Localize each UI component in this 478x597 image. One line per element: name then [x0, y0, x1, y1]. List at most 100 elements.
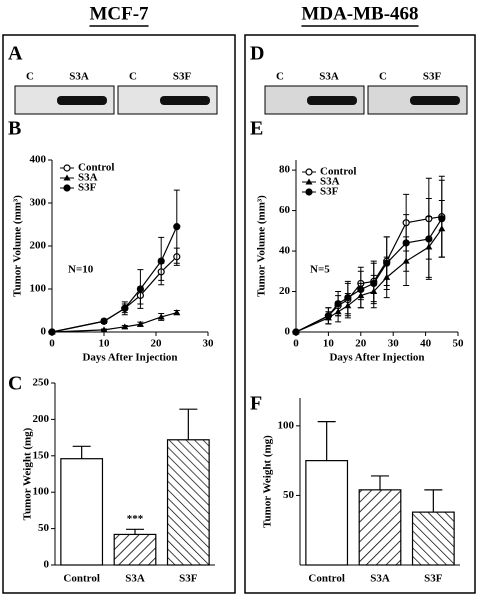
legend-label: S3F [78, 182, 97, 194]
marker [63, 184, 71, 192]
y-axis-label: Tumor Volume (mm³) [12, 195, 24, 297]
series-line [51, 226, 178, 333]
x-axis-label: Days After Injection [329, 352, 424, 364]
marker [121, 304, 129, 312]
lane-label: C [26, 71, 34, 83]
lane-label: S3A [319, 71, 339, 83]
lane-label: C [129, 71, 137, 83]
bar [411, 511, 455, 566]
x-tick-label: S3A [125, 573, 145, 585]
blot-band [160, 96, 210, 105]
x-tick-label: 30 [388, 338, 400, 350]
x-tick-label: S3A [370, 573, 390, 585]
annotation: N=5 [310, 264, 330, 276]
marker [157, 313, 165, 320]
y-tick-label: 20 [279, 285, 291, 297]
error-bar [126, 528, 144, 535]
marker [305, 178, 313, 185]
marker [173, 309, 181, 316]
annotation: N=10 [68, 264, 94, 276]
legend-label: Control [320, 166, 356, 178]
x-tick-label: S3F [424, 573, 443, 585]
marker [344, 294, 352, 302]
y-tick-label: 0 [285, 326, 291, 338]
panel-letter: E [250, 118, 263, 140]
marker [100, 326, 108, 333]
error-bar [317, 421, 336, 461]
x-tick-label: Control [308, 573, 344, 585]
marker [438, 215, 446, 223]
x-tick-label: 10 [323, 338, 335, 350]
panel-letter: F [250, 393, 262, 415]
x-tick-label: 50 [453, 338, 465, 350]
legend-label: S3A [78, 172, 98, 184]
marker [121, 323, 129, 330]
series-line [51, 312, 177, 333]
y-tick-label: 400 [30, 154, 47, 166]
marker [425, 235, 433, 243]
x-tick-label: 0 [293, 338, 299, 350]
y-axis-label: Tumor Volume (mm³) [256, 195, 268, 297]
y-tick-label: 200 [33, 413, 50, 425]
marker [100, 317, 108, 325]
y-axis-label: Tumor Weight (mg) [22, 427, 34, 520]
bar [305, 460, 349, 566]
y-tick-label: 300 [30, 197, 47, 209]
marker [324, 312, 332, 320]
bar [113, 533, 157, 566]
y-tick-label: 40 [279, 245, 291, 257]
y-tick-label: 80 [279, 164, 291, 176]
marker [48, 328, 56, 336]
panel-frame [2, 34, 236, 594]
x-tick-label: 20 [355, 338, 367, 350]
x-tick-label: S3F [179, 573, 198, 585]
bar [358, 489, 402, 566]
marker [63, 174, 71, 181]
x-tick-label: 20 [151, 338, 163, 350]
blot-band [57, 96, 107, 105]
error-bar [424, 489, 443, 513]
blot-band [410, 96, 460, 105]
panel-letter: B [8, 118, 21, 140]
panel-letter: A [8, 43, 23, 65]
legend-label: S3A [320, 176, 340, 188]
blot-band [307, 96, 357, 105]
panel-frame [244, 34, 476, 594]
error-bar [72, 445, 91, 459]
lane-label: S3F [423, 71, 442, 83]
y-tick-label: 0 [41, 326, 47, 338]
lane-label: C [276, 71, 284, 83]
y-tick-label: 200 [30, 240, 47, 252]
y-tick-label: 100 [33, 486, 50, 498]
bar [166, 439, 210, 566]
marker [136, 320, 144, 327]
x-tick-label: 0 [49, 338, 55, 350]
lane-label: S3F [173, 71, 192, 83]
annotation: *** [127, 513, 144, 525]
marker [157, 257, 165, 265]
x-tick-label: Control [63, 573, 99, 585]
y-tick-label: 100 [278, 419, 295, 431]
marker [63, 164, 71, 172]
marker [292, 328, 300, 336]
panel-letter: C [8, 373, 22, 395]
marker [383, 259, 391, 267]
x-tick-label: 10 [99, 338, 111, 350]
error-bar [371, 475, 389, 490]
y-tick-label: 150 [33, 449, 50, 461]
lane-label: C [379, 71, 387, 83]
x-axis-label: Days After Injection [82, 352, 177, 364]
y-tick-label: 60 [279, 204, 291, 216]
legend-label: S3F [320, 186, 339, 198]
y-axis-label: Tumor Weight (mg) [262, 435, 274, 528]
y-tick-label: 100 [30, 283, 47, 295]
marker [334, 300, 342, 308]
series-line [295, 216, 442, 333]
error-bar [179, 408, 198, 440]
marker [305, 168, 313, 176]
series-line [295, 218, 443, 333]
y-tick-label: 0 [44, 559, 50, 571]
y-tick-label: 50 [38, 522, 50, 534]
